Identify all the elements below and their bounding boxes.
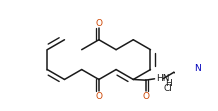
Text: Cl: Cl — [163, 84, 172, 93]
Text: O: O — [95, 19, 102, 28]
Text: HN: HN — [156, 74, 169, 83]
Text: H: H — [165, 79, 172, 88]
Text: O: O — [142, 92, 149, 101]
Text: O: O — [95, 92, 102, 101]
Text: N: N — [194, 64, 201, 73]
